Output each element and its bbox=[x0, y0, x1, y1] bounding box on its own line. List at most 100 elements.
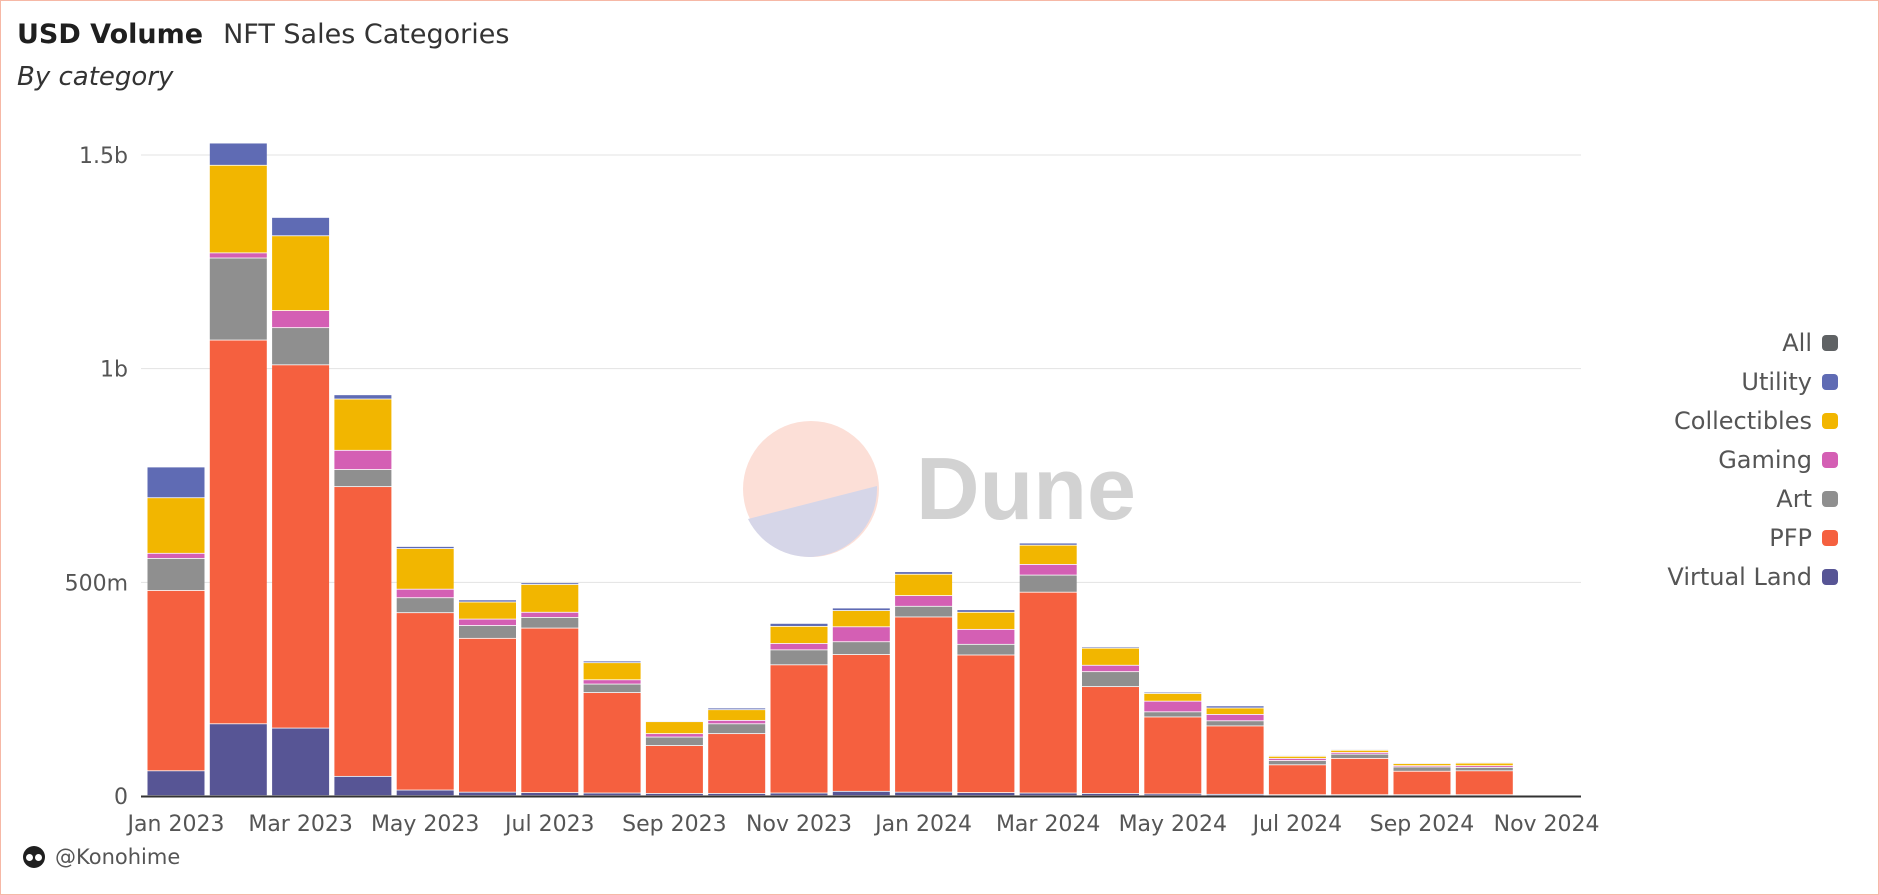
bar-segment-gaming[interactable] bbox=[334, 450, 392, 470]
bar-segment-virtual-land[interactable] bbox=[895, 792, 953, 796]
bar-segment-pfp[interactable] bbox=[147, 590, 205, 771]
bar-segment-pfp[interactable] bbox=[1331, 758, 1389, 795]
bar-segment-art[interactable] bbox=[1082, 672, 1139, 687]
bar-segment-pfp[interactable] bbox=[1144, 717, 1202, 794]
bar-segment-art[interactable] bbox=[459, 625, 516, 638]
bar-segment-virtual-land[interactable] bbox=[1019, 793, 1077, 796]
bar-segment-virtual-land[interactable] bbox=[396, 790, 454, 796]
bar-stack[interactable] bbox=[521, 583, 579, 796]
bar-segment-gaming[interactable] bbox=[459, 619, 516, 626]
bar-segment-pfp[interactable] bbox=[1455, 771, 1513, 795]
bar-segment-collectibles[interactable] bbox=[583, 663, 641, 680]
bar-segment-pfp[interactable] bbox=[1393, 771, 1451, 795]
bar-segment-collectibles[interactable] bbox=[1019, 545, 1077, 565]
bar-segment-art[interactable] bbox=[209, 258, 267, 340]
bar-segment-art[interactable] bbox=[583, 684, 641, 693]
bar-segment-art[interactable] bbox=[396, 598, 454, 613]
bar-segment-utility[interactable] bbox=[459, 600, 516, 602]
bar-segment-utility[interactable] bbox=[957, 610, 1015, 612]
bar-segment-virtual-land[interactable] bbox=[272, 728, 330, 796]
bar-segment-art[interactable] bbox=[645, 737, 703, 746]
bar-stack[interactable] bbox=[957, 610, 1015, 796]
bar-segment-art[interactable] bbox=[770, 650, 828, 665]
bar-segment-gaming[interactable] bbox=[770, 643, 828, 650]
bar-segment-pfp[interactable] bbox=[1082, 687, 1139, 794]
bar-segment-gaming[interactable] bbox=[1455, 766, 1513, 767]
bar-segment-collectibles[interactable] bbox=[1393, 763, 1451, 766]
bar-segment-gaming[interactable] bbox=[1206, 714, 1264, 721]
bar-segment-gaming[interactable] bbox=[1331, 752, 1389, 754]
bar-stack[interactable] bbox=[583, 661, 641, 796]
bar-segment-gaming[interactable] bbox=[583, 680, 641, 684]
bar-segment-art[interactable] bbox=[832, 642, 890, 655]
bar-segment-collectibles[interactable] bbox=[770, 626, 828, 644]
bar-stack[interactable] bbox=[147, 467, 205, 796]
legend-item-virtual-land[interactable]: Virtual Land bbox=[1667, 557, 1838, 596]
bar-segment-collectibles[interactable] bbox=[1331, 750, 1389, 753]
bar-segment-pfp[interactable] bbox=[957, 655, 1015, 793]
bar-segment-art[interactable] bbox=[334, 469, 392, 487]
bar-segment-gaming[interactable] bbox=[1082, 665, 1139, 672]
bar-segment-gaming[interactable] bbox=[147, 553, 205, 559]
bar-segment-utility[interactable] bbox=[334, 395, 392, 399]
bar-segment-virtual-land[interactable] bbox=[708, 793, 766, 796]
bar-segment-art[interactable] bbox=[1331, 754, 1389, 759]
bar-segment-collectibles[interactable] bbox=[1082, 648, 1139, 665]
bar-segment-utility[interactable] bbox=[708, 708, 766, 710]
bar-segment-art[interactable] bbox=[1455, 767, 1513, 771]
bar-segment-utility[interactable] bbox=[832, 608, 890, 611]
legend-item-all[interactable]: All bbox=[1667, 323, 1838, 362]
bar-stack[interactable] bbox=[708, 708, 766, 796]
bar-segment-gaming[interactable] bbox=[396, 589, 454, 598]
bar-segment-virtual-land[interactable] bbox=[521, 793, 579, 796]
bar-segment-gaming[interactable] bbox=[895, 596, 953, 606]
bar-segment-gaming[interactable] bbox=[1268, 758, 1326, 761]
bar-segment-pfp[interactable] bbox=[708, 734, 766, 794]
bar-segment-pfp[interactable] bbox=[459, 638, 516, 792]
bar-stack[interactable] bbox=[209, 143, 267, 796]
bar-segment-art[interactable] bbox=[895, 606, 953, 617]
bar-segment-collectibles[interactable] bbox=[334, 399, 392, 450]
bar-segment-pfp[interactable] bbox=[1019, 592, 1077, 793]
bar-segment-collectibles[interactable] bbox=[832, 610, 890, 627]
bar-segment-collectibles[interactable] bbox=[895, 574, 953, 596]
bar-stack[interactable] bbox=[459, 600, 516, 796]
bar-segment-collectibles[interactable] bbox=[396, 549, 454, 589]
bar-segment-gaming[interactable] bbox=[645, 734, 703, 737]
author-handle[interactable]: @Konohime bbox=[55, 845, 181, 869]
bar-segment-art[interactable] bbox=[1393, 767, 1451, 771]
bar-segment-utility[interactable] bbox=[209, 143, 267, 165]
bar-segment-collectibles[interactable] bbox=[1455, 763, 1513, 766]
bar-segment-collectibles[interactable] bbox=[708, 710, 766, 720]
bar-segment-pfp[interactable] bbox=[1268, 765, 1326, 795]
bar-segment-collectibles[interactable] bbox=[645, 722, 703, 734]
bar-segment-art[interactable] bbox=[1019, 575, 1077, 592]
bar-segment-collectibles[interactable] bbox=[957, 612, 1015, 629]
bar-segment-art[interactable] bbox=[1268, 760, 1326, 765]
bar-stack[interactable] bbox=[1144, 692, 1202, 796]
bar-segment-gaming[interactable] bbox=[832, 627, 890, 642]
bar-stack[interactable] bbox=[832, 608, 890, 796]
bar-segment-virtual-land[interactable] bbox=[770, 793, 828, 796]
bar-segment-utility[interactable] bbox=[1019, 543, 1077, 545]
bar-segment-virtual-land[interactable] bbox=[1082, 793, 1139, 796]
bar-segment-utility[interactable] bbox=[1206, 706, 1264, 708]
legend-item-pfp[interactable]: PFP bbox=[1667, 518, 1838, 557]
bar-segment-utility[interactable] bbox=[770, 623, 828, 626]
bar-stack[interactable] bbox=[1206, 706, 1264, 796]
bar-segment-virtual-land[interactable] bbox=[645, 793, 703, 796]
bar-segment-collectibles[interactable] bbox=[147, 498, 205, 553]
legend-item-gaming[interactable]: Gaming bbox=[1667, 440, 1838, 479]
bar-stack[interactable] bbox=[1082, 647, 1139, 796]
bar-segment-art[interactable] bbox=[147, 558, 205, 591]
bar-segment-collectibles[interactable] bbox=[459, 602, 516, 619]
bar-segment-pfp[interactable] bbox=[770, 665, 828, 793]
bar-segment-utility[interactable] bbox=[895, 572, 953, 574]
bar-segment-utility[interactable] bbox=[272, 217, 330, 236]
bar-segment-art[interactable] bbox=[1144, 712, 1202, 717]
bar-segment-virtual-land[interactable] bbox=[147, 771, 205, 796]
bar-segment-virtual-land[interactable] bbox=[459, 792, 516, 796]
bar-stack[interactable] bbox=[1331, 749, 1389, 796]
bar-segment-pfp[interactable] bbox=[895, 617, 953, 792]
bar-segment-collectibles[interactable] bbox=[1268, 756, 1326, 759]
